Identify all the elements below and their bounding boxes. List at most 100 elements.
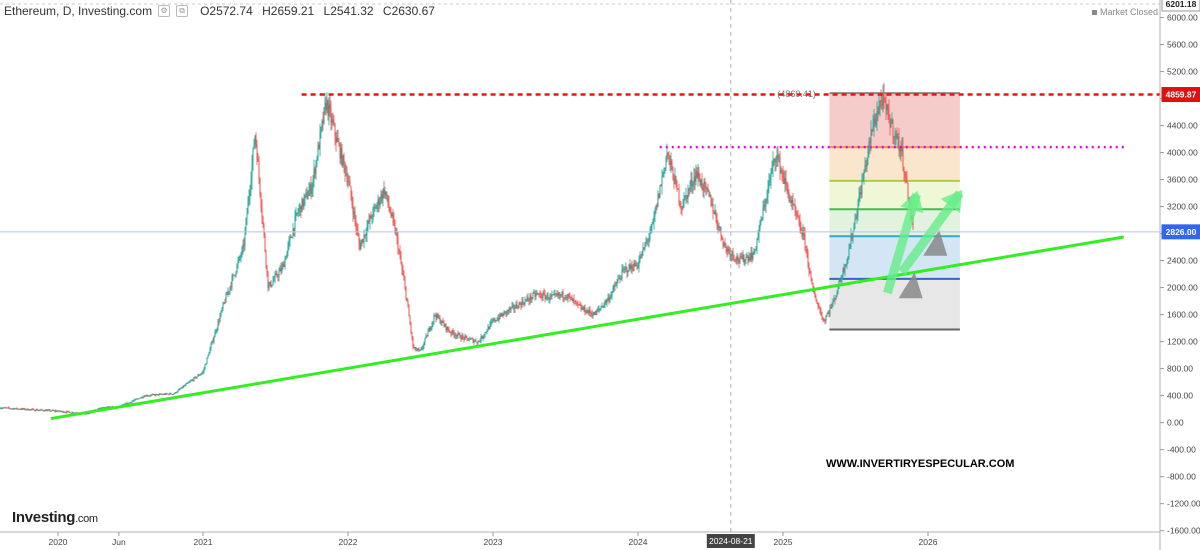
candle-body [287,245,289,252]
y-tick-label: -800.00 [1167,472,1196,482]
candle-body [343,155,345,164]
candle-body [462,335,464,338]
candle-body [214,331,216,338]
investing-logo[interactable]: Investing.com [12,509,98,526]
candle-body [12,408,14,410]
candle-body [529,295,531,301]
candle-body [268,285,270,288]
candle-body [405,286,407,298]
candle-body [508,308,510,312]
candle-body [450,332,452,334]
candle-body [581,307,583,310]
candle-body [352,204,354,215]
candle-body [149,395,151,397]
candle-body [441,320,443,323]
candle-body [555,293,557,295]
candle-body [124,403,126,405]
candle-body [48,409,50,411]
candle-body [868,140,870,148]
candle-body [318,144,320,150]
symbol-title[interactable]: Ethereum, D, Investing.com [4,4,153,18]
candle-body [342,155,344,166]
candle-body [4,407,6,409]
compare-icon[interactable]: ⧉ [176,5,189,17]
candle-body [871,129,873,132]
candle-body [38,410,40,411]
price-tag-box [1161,224,1200,240]
candle-body [695,171,697,182]
candle-body [645,242,647,245]
candle-body [307,195,309,199]
candle-body [22,408,24,410]
candle-body [683,197,685,207]
candle-body [52,410,54,411]
candle-body [403,274,405,281]
candle-body [250,180,252,190]
candle-body [774,158,776,162]
candle-body [69,412,71,414]
candle-body [649,233,651,238]
candle-body [194,376,196,378]
candle-body [763,205,765,208]
candle-body [331,119,333,123]
candle-body [30,409,32,411]
candle-body [704,181,706,184]
candle-body [500,313,502,316]
candle-body [807,252,809,265]
candle-body [595,310,597,316]
candle-body [791,200,793,204]
candle-body [676,180,678,189]
candle-body [773,158,775,161]
candle-body [622,268,624,270]
candle-body [158,394,160,396]
candle-body [40,409,42,411]
candle-body [571,297,573,302]
candle-body [762,207,764,219]
logo-name: Investing [12,509,76,526]
candle-body [306,192,308,199]
candle-body [328,104,330,116]
candle-body [107,406,109,408]
candle-body [734,259,736,261]
candle-body [657,194,659,207]
candle-body [709,194,711,197]
candle-body [642,247,644,252]
candle-body [469,338,471,340]
candle-body [836,292,838,296]
candle-body [614,285,616,287]
candle-body [532,293,534,298]
settings-icon[interactable]: ⚙ [158,5,171,17]
candle-body [104,406,106,408]
candle-body [803,230,805,235]
candle-body [297,212,299,214]
candle-body [266,265,268,272]
candle-body [834,299,836,301]
candle-body [697,172,699,178]
candle-body [864,164,866,172]
candle-body [355,219,357,229]
candle-body [351,196,353,205]
candle-body [71,412,73,414]
candle-body [2,407,4,409]
y-tick-label: 4400.00 [1167,121,1198,131]
candle-body [646,240,648,243]
candle-body [653,215,655,222]
candle-body [808,264,810,272]
candle-body [243,244,245,246]
candle-body [299,205,301,209]
candle-body [24,408,26,410]
candle-body [7,407,9,409]
candle-body [166,393,168,395]
candle-body [755,248,757,250]
candle-body [380,194,382,202]
candle-body [480,336,482,342]
candle-body [616,281,618,286]
candle-body [246,214,248,220]
candle-body [881,100,883,106]
candle-body [891,119,893,124]
candle-body [512,305,514,306]
candle-body [144,396,146,398]
candle-body [484,332,486,336]
candle-body [312,178,314,189]
